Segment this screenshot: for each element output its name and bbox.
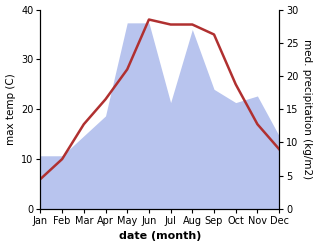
Y-axis label: max temp (C): max temp (C) [5,73,16,145]
X-axis label: date (month): date (month) [119,231,201,242]
Y-axis label: med. precipitation (kg/m2): med. precipitation (kg/m2) [302,39,313,179]
